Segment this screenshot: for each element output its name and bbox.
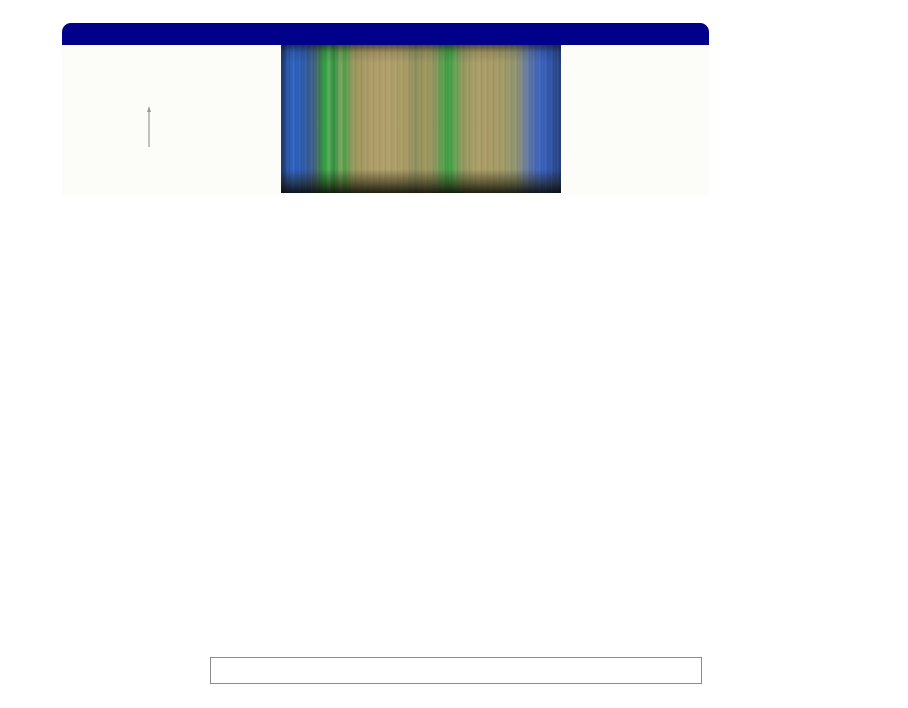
keogram-image — [281, 45, 561, 193]
title-bar — [62, 23, 709, 45]
compass — [147, 106, 151, 147]
keogram-panel — [62, 45, 709, 196]
legend — [210, 657, 702, 684]
